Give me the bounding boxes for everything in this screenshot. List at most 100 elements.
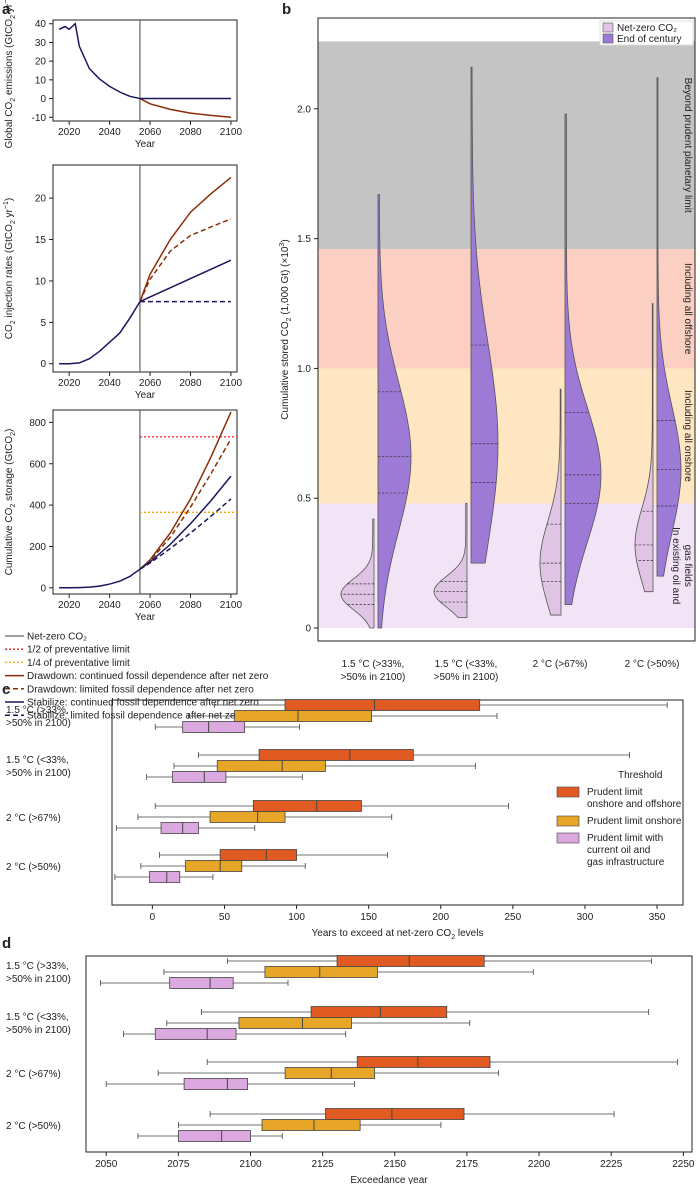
box-row-2-1 [198,749,631,761]
box [185,860,243,872]
box [325,1108,465,1120]
box [183,1078,249,1090]
legend-label-stabilize-limited: Stabilize: limited fossil dependence aft… [27,711,245,722]
storage-drawdown-limited-line [139,438,232,570]
box-row-1-1 [213,699,668,711]
ylabel-superscript: −1 [3,0,10,4]
row-label: >50% in 2100) [6,1025,71,1036]
box-row-3-2 [157,1067,500,1079]
y-tick-label: 10 [35,75,47,86]
legend-title: Threshold [618,770,662,781]
injection-shared-line [59,301,141,365]
x-tick-label: 2100 [220,378,243,389]
band-label: gas fields [682,545,693,587]
xlabel-part: Years to exceed at net-zero CO [312,928,452,939]
box-row-4-1 [159,849,388,861]
box [169,977,234,989]
box [177,1130,251,1142]
box [172,771,227,783]
ylabel-subscript: 2 [10,15,17,19]
y-tick-label: 0 [40,94,46,105]
category-label: 1.5 °C (<33%, [435,659,498,670]
category-label: 2 °C (>50%) [625,659,680,670]
x-tick-label: 2150 [384,1159,407,1170]
legend-swatch-end-of-century [602,33,614,44]
box [284,1067,375,1079]
box-row-2-3 [123,1028,347,1040]
xlabel-part: levels [455,928,483,939]
box [216,760,326,772]
x-tick-label: 2080 [179,127,202,138]
row-label: 2 °C (>67%) [6,813,61,824]
panel-label-d: d [2,935,11,952]
xlabel-subscript: 2 [451,934,455,941]
box [154,1028,237,1040]
violin-group-3 [539,113,602,616]
row-label: >50% in 2100) [6,768,71,779]
x-tick-label: 350 [649,912,666,923]
box [209,811,286,823]
box [284,699,481,711]
legend-label-net-zero: Net-zero CO₂ [27,632,87,643]
ylabel-subscript: 2 [286,317,293,321]
ylabel-superscript: −1 [3,201,10,209]
category-label: 1.5 °C (>33%, [342,659,405,670]
x-tick-label: 2050 [95,1159,118,1170]
ylabel-part: ) [4,198,15,201]
y-tick-label: 600 [29,459,46,470]
row-label: 2 °C (>50%) [6,862,61,873]
storage-band-2 [318,368,695,504]
y-tick-label: 15 [35,235,47,246]
ylabel-part: Cumulative CO [4,507,15,575]
x-tick-label: 0 [150,912,156,923]
box-row-4-1 [209,1108,615,1120]
violin-end-of-century [470,66,499,564]
legend-label: Prudent limit with [587,833,663,844]
violin-net-zero [634,303,654,593]
box [258,749,414,761]
box-row-1-3 [100,977,289,989]
box [160,822,199,834]
x-tick-label: 250 [505,912,522,923]
x-tick-label: 2060 [139,378,162,389]
x-tick-label: 50 [219,912,231,923]
subplot-frame [52,409,238,595]
box-row-1-1 [226,955,652,967]
legend-swatch-3 [556,832,580,844]
legend-label-net-zero: Net-zero CO₂ [617,23,677,34]
box [336,955,485,967]
row-label: 2 °C (>67%) [6,1069,61,1080]
y-tick-label: 0 [40,583,46,594]
injection-ylabel: CO2 injection rates (GtCO2 yr−1) [3,198,17,339]
x-tick-label: 2020 [58,378,81,389]
subplot-frame [52,19,238,122]
panel-label-b: b [282,1,291,18]
x-axis-label: Years to exceed at net-zero CO2 levels [312,928,484,941]
box-row-4-2 [177,1119,442,1131]
ylabel-subscript: 2 [10,98,17,102]
x-tick-label: 2060 [139,600,162,611]
box [356,1056,491,1068]
storage-ylabel: Cumulative CO2 storage (GtCO2) [4,429,17,576]
band-label: Beyond prudent planetary limit [682,78,693,213]
ylabel-part: yr [4,208,15,220]
ylabel-part: storage (GtCO [4,436,15,504]
legend-label-drawdown-continued: Drawdown: continued fossil dependence af… [27,671,269,682]
box [252,800,362,812]
x-tick-label: 2100 [239,1159,262,1170]
x-tick-label: 2100 [220,600,243,611]
legend-label: onshore and offshore [587,799,682,810]
box [310,1006,448,1018]
ylabel-part: yr [4,3,15,15]
y-tick-label: 20 [35,57,47,68]
box [219,849,297,861]
legend-label-end-of-century: End of century [617,34,681,45]
row-label: 2 °C (>50%) [6,1121,61,1132]
ylabel-superscript: 3 [279,243,286,247]
legend-label-quarter-limit: 1/4 of preventative limit [27,658,130,669]
x-tick-label: 200 [432,912,449,923]
y-tick-label: 2.0 [297,104,311,115]
legend-label: Prudent limit [587,787,643,798]
